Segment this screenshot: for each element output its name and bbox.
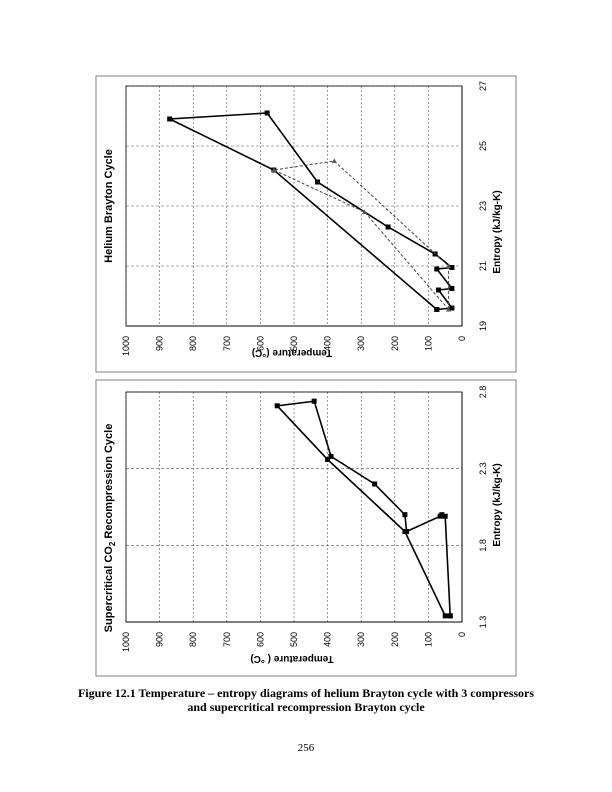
helium-tick-entropy-25: 25 bbox=[478, 141, 488, 151]
helium-cycle-point-2 bbox=[435, 287, 441, 293]
co2-tick-temp-200: 200 bbox=[390, 632, 400, 647]
helium-dashed-point-1 bbox=[362, 209, 368, 214]
co2-tick-temp-300: 300 bbox=[356, 632, 366, 647]
co2-cycle-point-11 bbox=[402, 529, 408, 535]
co2-cycle-point-10 bbox=[325, 456, 331, 462]
co2-cycle-point-13 bbox=[447, 613, 453, 619]
helium-dashed-point-3 bbox=[331, 158, 337, 163]
co2-tick-temp-100: 100 bbox=[423, 632, 433, 647]
helium-panel-frame bbox=[95, 75, 517, 373]
co2-cycle-point-6 bbox=[372, 481, 378, 487]
helium-cycle-point-1 bbox=[449, 305, 455, 311]
co2-tick-entropy-1.8: 1.8 bbox=[478, 539, 488, 552]
co2-tick-temp-1000: 1000 bbox=[121, 632, 131, 652]
co2-tick-temp-600: 600 bbox=[255, 632, 265, 647]
co2-tick-temp-800: 800 bbox=[188, 632, 198, 647]
helium-tick-temp-100: 100 bbox=[423, 336, 433, 351]
helium-tick-temp-500: 500 bbox=[289, 336, 299, 351]
helium-cycle-point-4 bbox=[434, 266, 440, 272]
figure-caption: Figure 12.1 Temperature – entropy diagra… bbox=[60, 686, 552, 714]
co2-tick-temp-900: 900 bbox=[155, 632, 165, 647]
helium-chart-title: Helium Brayton Cycle bbox=[103, 149, 115, 263]
co2-title-sub: 2 bbox=[108, 541, 117, 546]
co2-cycle-point-12 bbox=[442, 613, 448, 619]
helium-tick-temp-600: 600 bbox=[255, 336, 265, 351]
co2-title-main: Supercritical CO bbox=[103, 546, 115, 633]
helium-xlabel: Entropy (kJ/kg-K) bbox=[492, 190, 503, 273]
helium-cycle-point-9 bbox=[264, 110, 270, 116]
helium-tick-entropy-21: 21 bbox=[478, 261, 488, 271]
helium-tick-temp-300: 300 bbox=[356, 336, 366, 351]
co2-tick-temp-500: 500 bbox=[289, 632, 299, 647]
page-number: 256 bbox=[297, 742, 315, 754]
co2-plot-area bbox=[125, 391, 463, 623]
co2-cycle-point-5 bbox=[402, 512, 408, 518]
caption-line-2: and supercritical recompression Brayton … bbox=[187, 700, 425, 714]
co2-tick-temp-700: 700 bbox=[222, 632, 232, 647]
co2-tick-entropy-1.3: 1.3 bbox=[478, 616, 488, 629]
co2-tick-entropy-2.3: 2.3 bbox=[478, 462, 488, 475]
helium-ylabel: Temperature (°C) bbox=[252, 347, 333, 358]
co2-tick-temp-400: 400 bbox=[323, 632, 333, 647]
helium-cycle-point-5 bbox=[449, 265, 455, 270]
helium-series-dashed-line bbox=[272, 160, 450, 310]
helium-tick-temp-400: 400 bbox=[323, 336, 333, 351]
helium-tick-entropy-19: 19 bbox=[478, 321, 488, 331]
helium-tick-temp-200: 200 bbox=[390, 336, 400, 351]
helium-cycle-point-10 bbox=[167, 116, 173, 122]
helium-tick-entropy-23: 23 bbox=[478, 201, 488, 211]
co2-tick-entropy-2.8: 2.8 bbox=[478, 386, 488, 399]
helium-plot-area bbox=[125, 85, 463, 327]
helium-tick-temp-700: 700 bbox=[222, 336, 232, 351]
co2-xlabel: Entropy (kJ/kg-K) bbox=[492, 463, 503, 546]
helium-dashed-point-2 bbox=[271, 167, 277, 172]
helium-tick-temp-0: 0 bbox=[457, 336, 467, 341]
helium-tick-entropy-27: 27 bbox=[478, 81, 488, 91]
co2-chart-title: Supercritical CO2 Recompression Cycle bbox=[103, 424, 117, 633]
co2-title-rest: Recompression Cycle bbox=[103, 424, 115, 542]
helium-chart: 0 100 200 300 400 500 600 700 800 900 1000 19 21 23 25… bbox=[121, 81, 488, 356]
co2-tick-temp-0: 0 bbox=[457, 632, 467, 637]
co2-cycle-point-9 bbox=[274, 403, 280, 409]
helium-tick-temp-1000: 1000 bbox=[121, 336, 131, 356]
helium-cycle-point-12 bbox=[434, 307, 440, 312]
co2-cycle-point-1 bbox=[442, 513, 448, 519]
co2-cycle-point-8 bbox=[311, 398, 317, 404]
co2-chart: 0 100 200 300 400 500 600 700 800 900 1000 1.3 1.8 2.… bbox=[121, 386, 488, 652]
helium-tick-temp-900: 900 bbox=[155, 336, 165, 351]
helium-dashed-point-4 bbox=[446, 263, 452, 268]
co2-cycle-point-3 bbox=[437, 513, 443, 519]
helium-tick-temp-800: 800 bbox=[188, 336, 198, 351]
co2-cycle-point-7 bbox=[328, 453, 334, 459]
caption-line-1: Figure 12.1 Temperature – entropy diagra… bbox=[77, 686, 535, 700]
helium-dashed-point-5 bbox=[446, 307, 452, 312]
co2-panel-frame bbox=[95, 379, 517, 677]
co2-ylabel: Temperature ( °C) bbox=[250, 653, 333, 664]
helium-cycle-point-8 bbox=[315, 179, 321, 185]
helium-cycle-point-3 bbox=[449, 286, 455, 291]
helium-cycle-point-7 bbox=[385, 224, 391, 230]
